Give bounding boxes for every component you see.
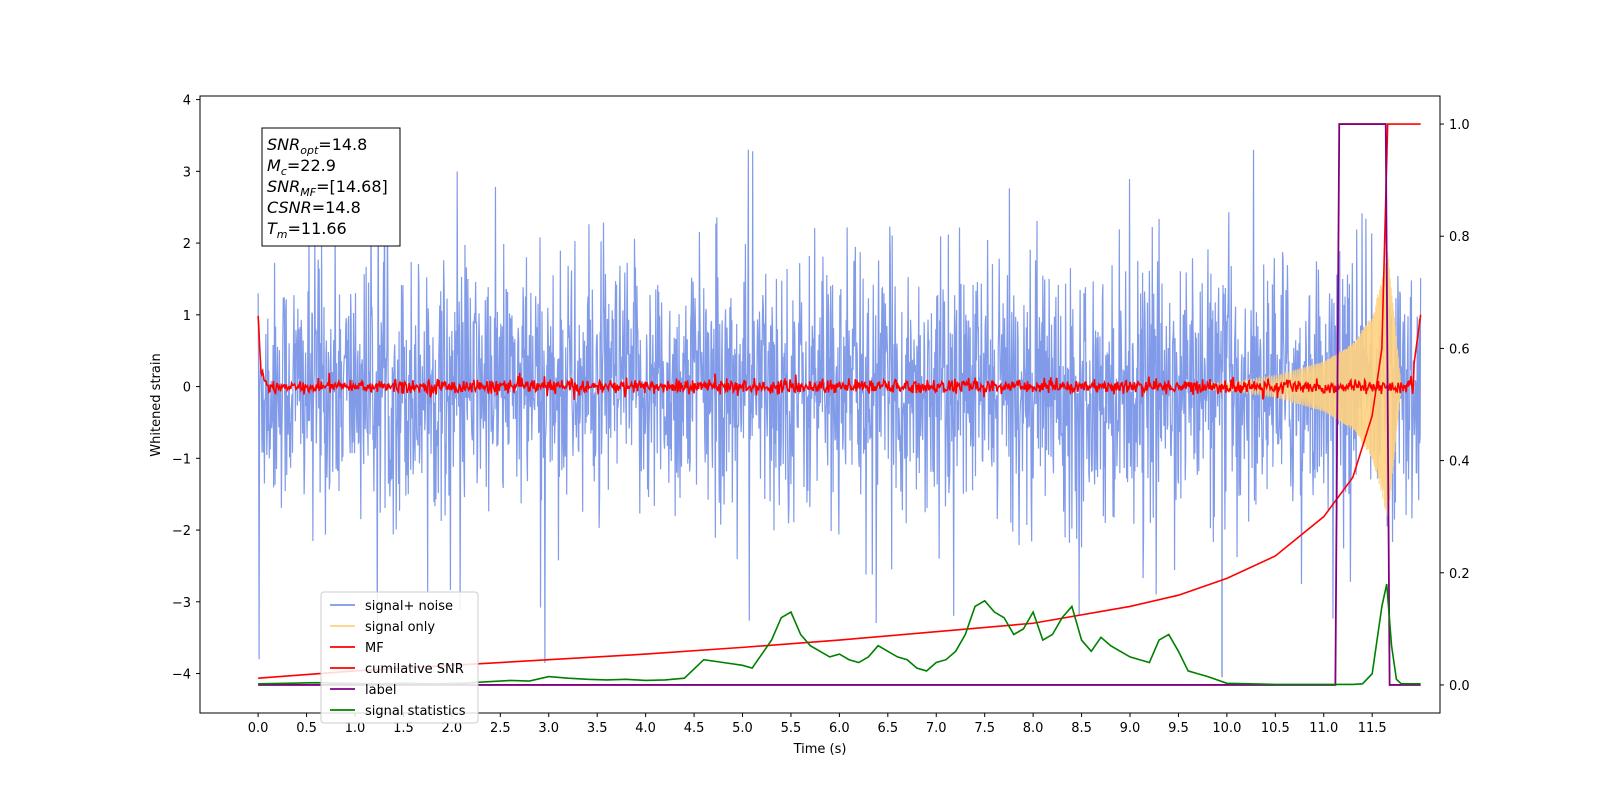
annotation-value-4: =11.66 [288, 219, 347, 238]
y-tick-label-0: 4 [183, 94, 191, 109]
series-signal-noise [257, 149, 1422, 664]
y2-tick-label-2: 0.6 [1449, 342, 1470, 357]
annotation-base-1: M [267, 156, 281, 175]
y-axis-left: 4 3 2 1 0 −1 −2 −3 −4 [172, 94, 200, 683]
axes-frame [199, 95, 1441, 714]
x-tick-label-19: 9.5 [1168, 721, 1189, 736]
x-tick-label-16: 8.0 [1023, 721, 1044, 736]
annotation-base-0: SNR [267, 135, 300, 154]
x-tick-label-2: 1.0 [345, 721, 366, 736]
annotation-line-4: Tm=11.66 [267, 219, 347, 241]
y-axis-right: 1.0 0.8 0.6 0.4 0.2 0.0 [1440, 118, 1470, 694]
x-tick-label-8: 4.0 [635, 721, 656, 736]
x-tick-label-9: 4.5 [684, 721, 705, 736]
series-signal-statistics [258, 583, 1421, 686]
x-tick-label-11: 5.5 [781, 721, 802, 736]
y-axis-label: Whitened strain [149, 353, 164, 456]
plot-area [257, 123, 1422, 686]
y-tick-label-2: 2 [183, 237, 191, 252]
legend-label-4: label [365, 683, 396, 698]
annotation-frame [261, 127, 401, 247]
annotation-line-2: SNRMF=[14.68] [267, 177, 388, 199]
y-tick-label-1: 3 [183, 165, 191, 180]
x-tick-label-4: 2.0 [442, 721, 463, 736]
x-tick-label-20: 10.0 [1212, 721, 1241, 736]
x-tick-label-13: 6.5 [877, 721, 898, 736]
annotation-value-3: =14.8 [312, 198, 361, 217]
annotation-line-0: SNRopt=14.8 [267, 135, 367, 157]
x-tick-label-10: 5.0 [732, 721, 753, 736]
legend: signal+ noise signal only MF cumilative SNR… [320, 591, 479, 724]
annotation-value-1: =22.9 [287, 156, 336, 175]
x-tick-label-1: 0.5 [296, 721, 317, 736]
legend-label-3: cumilative SNR [365, 662, 464, 677]
annotation-line-3: CSNR=14.8 [267, 198, 361, 217]
x-tick-label-15: 7.5 [974, 721, 995, 736]
legend-frame [320, 591, 479, 724]
y2-tick-label-3: 0.4 [1449, 455, 1470, 470]
x-tick-label-22: 11.0 [1309, 721, 1338, 736]
annotation-sub-2: MF [300, 186, 316, 199]
y-tick-label-7: −3 [172, 596, 191, 611]
annotation-base-3: CSNR [267, 198, 312, 217]
series-cumilative-snr [258, 123, 1421, 680]
y-tick-label-8: −4 [172, 668, 191, 683]
y2-tick-label-5: 0.0 [1449, 679, 1470, 694]
x-tick-label-18: 9.0 [1120, 721, 1141, 736]
x-tick-label-0: 0.0 [248, 721, 269, 736]
x-axis-label: Time (s) [793, 742, 847, 757]
x-tick-label-23: 11.5 [1358, 721, 1387, 736]
x-tick-label-17: 8.5 [1071, 721, 1092, 736]
y-tick-label-5: −1 [172, 452, 191, 467]
legend-label-5: signal statistics [365, 704, 466, 719]
annotation-box: SNRopt=14.8Mc=22.9SNRMF=[14.68]CSNR=14.8… [261, 127, 401, 247]
y-tick-label-4: 0 [183, 381, 191, 396]
y-tick-label-6: −2 [172, 524, 191, 539]
legend-label-2: MF [365, 641, 384, 656]
annotation-sub-1: c [281, 165, 287, 178]
y2-tick-label-1: 0.8 [1449, 230, 1470, 245]
y2-tick-label-0: 1.0 [1449, 118, 1470, 133]
x-tick-label-5: 2.5 [490, 721, 511, 736]
x-tick-label-7: 3.5 [587, 721, 608, 736]
series-mf [257, 314, 1422, 400]
annotation-line-1: Mc=22.9 [267, 156, 336, 178]
legend-label-1: signal only [365, 620, 435, 635]
y2-tick-label-4: 0.2 [1449, 567, 1470, 582]
x-tick-label-6: 3.0 [538, 721, 559, 736]
annotation-sub-4: m [277, 228, 288, 241]
annotation-base-2: SNR [267, 177, 300, 196]
series-label [258, 123, 1421, 686]
annotation-base-4: T [267, 219, 278, 238]
x-tick-label-21: 10.5 [1261, 721, 1290, 736]
y-tick-label-3: 1 [183, 309, 191, 324]
annotation-sub-0: opt [300, 144, 319, 157]
x-tick-label-14: 7.0 [926, 721, 947, 736]
annotation-value-2: =[14.68] [316, 177, 388, 196]
x-tick-label-12: 6.0 [829, 721, 850, 736]
x-tick-label-3: 1.5 [393, 721, 414, 736]
annotation-value-0: =14.8 [318, 135, 367, 154]
x-axis: 0.0 0.5 1.0 1.5 2.0 2.5 3.0 3.5 4.0 4.5 5.0 5.5 6.0 6… [248, 713, 1387, 736]
legend-label-0: signal+ noise [365, 599, 453, 614]
